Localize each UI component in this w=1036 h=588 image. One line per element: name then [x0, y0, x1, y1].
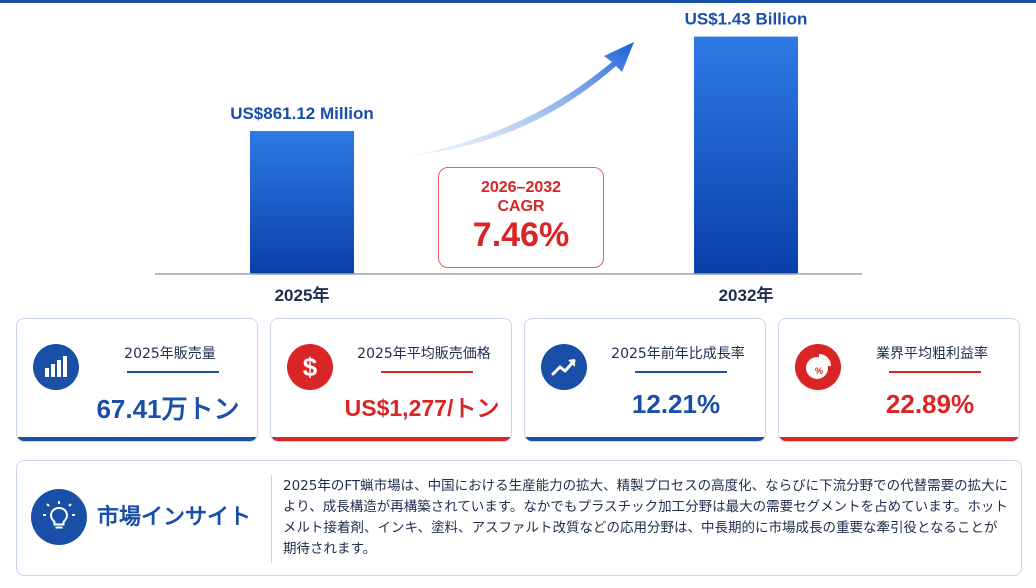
pie-percent-icon: % [795, 344, 841, 390]
category-label: 2025年 [275, 285, 330, 305]
kpi-accent-bar [271, 437, 511, 441]
kpi-card-average-price: $ 2025年平均販売価格 US$1,277/トン [270, 318, 512, 442]
kpi-accent-bar [17, 437, 257, 441]
lightbulb-icon [31, 489, 87, 545]
market-size-chart: US$861.12 Million 2025年 US$1.43 Billion 203… [155, 10, 862, 305]
kpi-value: 67.41万トン [96, 394, 240, 424]
svg-text:%: % [815, 366, 823, 376]
bar-2032年 [694, 36, 798, 275]
bar-chart-icon [33, 344, 79, 390]
kpi-label: 業界平均粗利益率 [876, 346, 988, 362]
dollar-icon: $ [287, 344, 333, 390]
kpi-underline [889, 371, 981, 373]
kpi-card-growth-rate: 2025年前年比成長率 12.21% [524, 318, 766, 442]
insight-text: 2025年のFT蝋市場は、中国における生産能力の拡大、精製プロセスの高度化、なら… [283, 478, 1009, 557]
kpi-label: 2025年販売量 [124, 346, 216, 362]
cagr-box: 2026–2032 CAGR 7.46% [438, 167, 604, 268]
insight-divider [271, 475, 272, 563]
cagr-value: 7.46% [472, 216, 570, 254]
svg-text:$: $ [303, 353, 318, 381]
cagr-label: CAGR [497, 198, 545, 215]
growth-arrow-icon [410, 42, 634, 156]
insight-title: 市場インサイト [97, 505, 252, 530]
kpi-underline [127, 371, 219, 373]
bar-value-label: US$861.12 Million [230, 104, 374, 123]
bar-value-label: US$1.43 Billion [685, 10, 808, 29]
kpi-accent-bar [525, 437, 765, 441]
kpi-label: 2025年平均販売価格 [357, 346, 491, 362]
kpi-card-sales-volume: 2025年販売量 67.41万トン [16, 318, 258, 442]
category-label: 2032年 [719, 285, 774, 305]
kpi-card-gross-margin: % 業界平均粗利益率 22.89% [778, 318, 1020, 442]
kpi-value: 12.21% [631, 389, 721, 419]
kpi-value: US$1,277/トン [344, 395, 500, 421]
bar-2025年 [250, 131, 354, 274]
kpi-accent-bar [779, 437, 1019, 441]
kpi-value: 22.89% [885, 389, 975, 419]
market-insight-panel: 市場インサイト 2025年のFT蝋市場は、中国における生産能力の拡大、精製プロセ… [16, 460, 1022, 576]
kpi-label: 2025年前年比成長率 [611, 346, 745, 362]
kpi-underline [635, 371, 727, 373]
cagr-period: 2026–2032 [480, 179, 562, 196]
top-rule [0, 0, 1036, 3]
kpi-underline [381, 371, 473, 373]
trend-up-icon [541, 344, 587, 390]
